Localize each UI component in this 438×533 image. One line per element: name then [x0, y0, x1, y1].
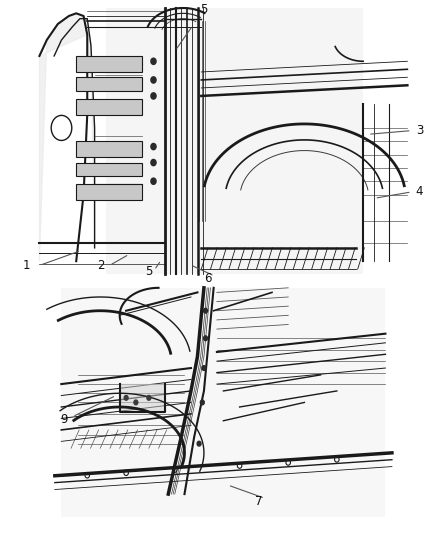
Text: 4: 4 — [416, 185, 424, 198]
Circle shape — [147, 395, 151, 400]
Circle shape — [151, 178, 156, 184]
Circle shape — [151, 159, 156, 166]
Bar — [76, 141, 142, 157]
Text: 1: 1 — [22, 259, 30, 272]
Bar — [61, 288, 385, 517]
Circle shape — [197, 441, 201, 446]
Circle shape — [200, 400, 204, 405]
Circle shape — [202, 366, 206, 370]
Circle shape — [204, 309, 208, 313]
Bar — [76, 163, 142, 176]
Bar — [76, 56, 142, 72]
Text: 5: 5 — [200, 3, 207, 16]
Bar — [76, 77, 142, 91]
Circle shape — [151, 143, 156, 150]
Text: 5: 5 — [145, 265, 152, 278]
Circle shape — [151, 93, 156, 99]
Polygon shape — [120, 384, 165, 411]
Text: 6: 6 — [204, 272, 212, 285]
Bar — [76, 99, 142, 115]
Text: 3: 3 — [416, 124, 423, 137]
Text: 9: 9 — [60, 413, 67, 426]
Circle shape — [151, 77, 156, 83]
Circle shape — [134, 400, 138, 405]
Text: 2: 2 — [97, 259, 105, 272]
Circle shape — [124, 395, 128, 400]
Circle shape — [204, 336, 208, 341]
Text: 7: 7 — [254, 495, 262, 507]
Bar — [106, 8, 363, 274]
Bar — [76, 184, 142, 200]
Circle shape — [151, 58, 156, 64]
Polygon shape — [39, 13, 95, 261]
